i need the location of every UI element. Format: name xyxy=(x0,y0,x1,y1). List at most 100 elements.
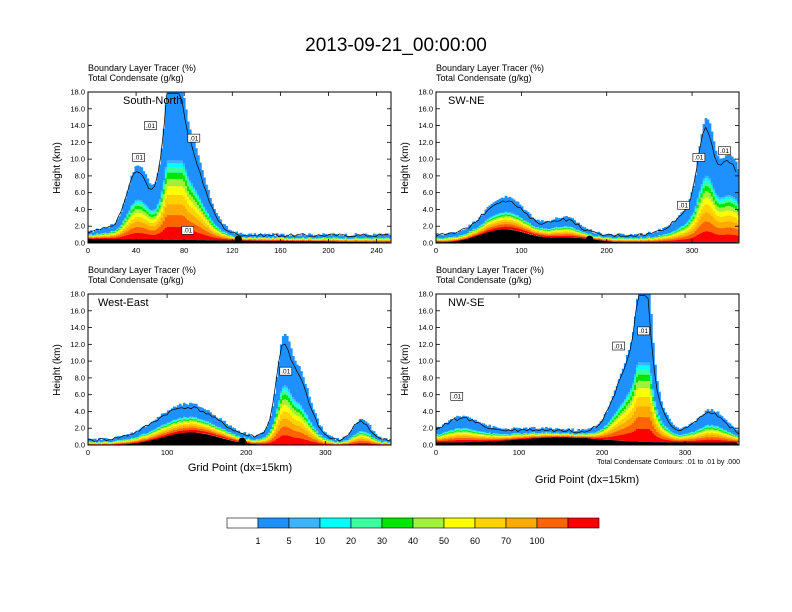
tracer-cell xyxy=(279,392,283,396)
tracer-cell xyxy=(504,221,508,224)
tracer-cell xyxy=(482,224,486,226)
tracer-cell xyxy=(372,443,376,445)
tracer-cell xyxy=(199,407,202,420)
tracer-cell xyxy=(362,442,366,445)
tracer-cell xyxy=(728,206,732,211)
y-tick-label: 18.0 xyxy=(70,88,85,97)
tracer-cell xyxy=(150,431,154,432)
tracer-cell xyxy=(277,437,281,445)
tracer-cell xyxy=(162,427,166,429)
tracer-cell xyxy=(253,239,257,241)
tracer-cell xyxy=(170,430,174,433)
tracer-cell xyxy=(362,432,366,433)
tracer-cell xyxy=(144,437,148,439)
tracer-cell xyxy=(235,440,239,442)
tracer-cell xyxy=(174,427,178,430)
tracer-cell xyxy=(110,232,113,234)
tracer-cell xyxy=(512,214,516,216)
tracer-cell xyxy=(205,429,208,432)
tracer-cell xyxy=(726,215,730,222)
tracer-cell xyxy=(448,239,451,240)
tracer-cell xyxy=(296,425,299,432)
tracer-cell xyxy=(191,183,194,186)
tracer-cell xyxy=(162,213,166,222)
tracer-cell xyxy=(106,235,109,237)
tracer-cell xyxy=(189,416,192,418)
tracer-cell xyxy=(670,234,673,236)
tracer-cell xyxy=(164,434,168,437)
tracer-cell xyxy=(722,157,726,197)
tracer-cell xyxy=(273,235,277,239)
tracer-cell xyxy=(132,439,136,440)
tracer-cell xyxy=(522,222,526,224)
tracer-cell xyxy=(526,231,530,234)
tracer-cell xyxy=(213,209,216,224)
tracer-cell xyxy=(498,227,502,230)
tracer-cell xyxy=(156,416,160,428)
tracer-cell xyxy=(308,427,311,431)
tracer-cell xyxy=(460,236,463,238)
tracer-cell xyxy=(340,240,344,242)
tracer-cell xyxy=(144,207,148,210)
tracer-cell xyxy=(269,430,273,432)
tracer-cell xyxy=(362,439,366,441)
panel-header-tracer: Boundary Layer Tracer (%) xyxy=(436,63,544,73)
tracer-cell xyxy=(633,239,637,241)
tracer-cell xyxy=(144,436,148,438)
tracer-cell xyxy=(158,428,162,430)
tracer-cell xyxy=(496,221,500,223)
tracer-cell xyxy=(120,228,123,230)
tracer-cell xyxy=(360,438,364,441)
tracer-cell xyxy=(269,434,273,436)
tracer-cell xyxy=(281,239,285,241)
tracer-cell xyxy=(694,236,698,243)
tracer-cell xyxy=(619,240,623,242)
tracer-cell xyxy=(532,218,536,227)
tracer-cell xyxy=(213,226,216,228)
tracer-cell xyxy=(184,417,188,418)
tracer-cell xyxy=(724,199,728,203)
tracer-cell xyxy=(253,233,257,237)
tracer-cell xyxy=(261,440,265,442)
tracer-cell xyxy=(189,213,192,222)
tracer-cell xyxy=(132,441,136,442)
tracer-cell xyxy=(213,230,216,233)
tracer-cell xyxy=(577,222,581,230)
tracer-cell xyxy=(698,212,702,220)
tracer-cell xyxy=(328,441,331,443)
tracer-cell xyxy=(682,229,686,231)
tracer-cell xyxy=(490,218,494,221)
tracer-cell xyxy=(320,439,323,441)
tracer-cell xyxy=(164,167,168,170)
tracer-cell xyxy=(565,232,568,235)
tracer-cell xyxy=(184,172,188,177)
tracer-cell xyxy=(124,235,127,240)
tracer-cell xyxy=(326,440,329,442)
tracer-cell xyxy=(640,238,643,240)
tracer-cell xyxy=(452,238,455,240)
tracer-cell xyxy=(555,231,558,233)
tracer-cell xyxy=(708,206,712,214)
tracer-cell xyxy=(223,435,226,438)
tracer-cell xyxy=(237,439,241,440)
tracer-cell xyxy=(263,430,267,438)
tracer-cell xyxy=(543,221,546,229)
tracer-cell xyxy=(631,241,635,243)
tracer-cell xyxy=(279,414,283,421)
tracer-cell xyxy=(219,427,222,429)
tracer-cell xyxy=(310,239,313,241)
tracer-cell xyxy=(221,430,224,432)
tracer-cell xyxy=(209,227,212,231)
tracer-cell xyxy=(716,234,720,243)
tracer-cell xyxy=(102,234,105,236)
tracer-cell xyxy=(674,238,677,241)
tracer-cell xyxy=(112,234,115,236)
tracer-cell xyxy=(245,441,249,443)
tracer-cell xyxy=(178,204,182,216)
tracer-cell xyxy=(158,164,162,200)
tracer-cell xyxy=(672,231,675,233)
tracer-cell xyxy=(454,238,457,239)
tracer-cell xyxy=(512,216,516,218)
tracer-cell xyxy=(684,227,688,230)
tracer-cell xyxy=(205,230,208,236)
